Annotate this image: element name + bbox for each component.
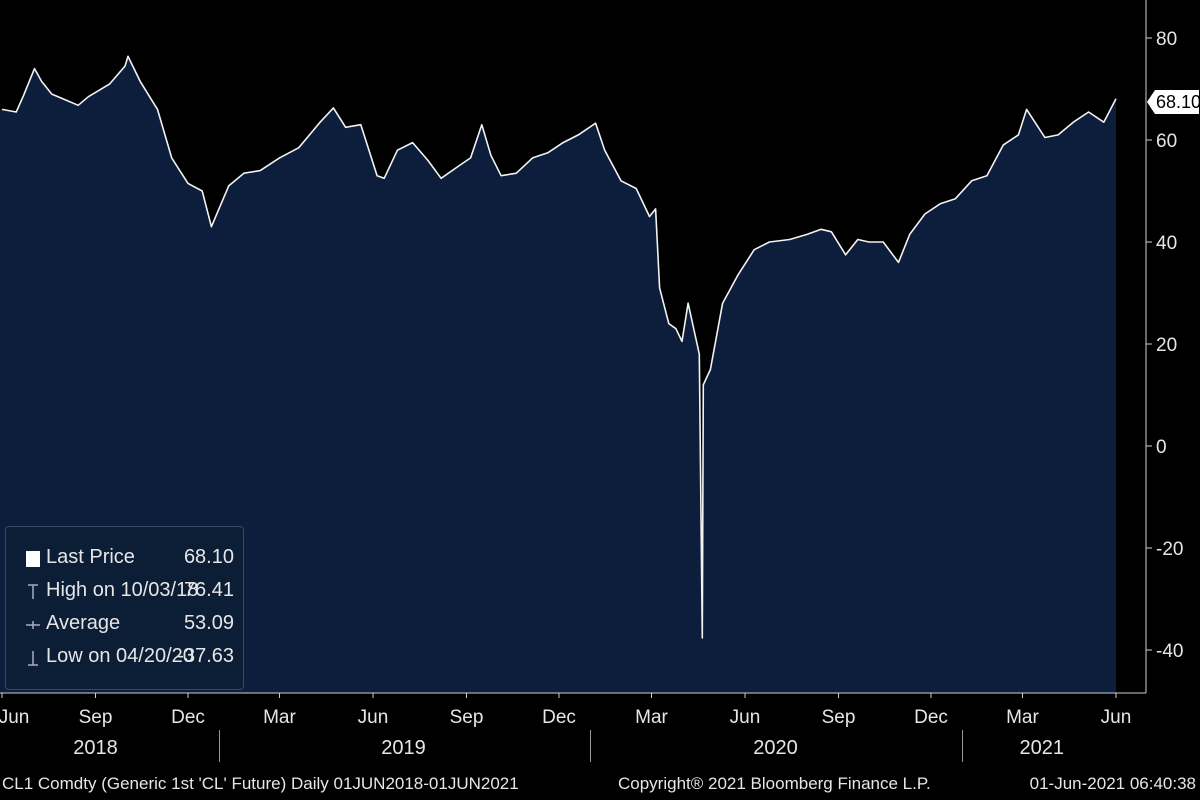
plot-area [0,55,1117,694]
legend-item-high: High on 10/03/18 76.41 [6,577,243,607]
average-marker-icon [26,616,40,632]
x-tick-label: Sep [79,707,113,728]
x-tick-label: Jun [0,707,29,728]
legend-item-low: Low on 04/20/20 -37.63 [6,643,243,673]
y-tick-label: 0 [1156,437,1167,458]
legend-value: 68.10 [183,546,234,568]
year-label: 2021 [1020,737,1065,759]
x-tick-label: Dec [542,707,576,728]
legend-item-average: Average 53.09 [6,610,243,640]
footer-timestamp: 01-Jun-2021 06:40:38 [1030,774,1196,793]
y-tick-label: 40 [1156,233,1177,254]
year-label: 2020 [753,737,798,759]
legend-marker-square-icon [26,550,40,567]
x-tick-label: Jun [358,707,389,728]
price-line [1,55,1117,639]
x-tick-label: Mar [263,707,296,728]
year-label: 2018 [73,737,118,759]
footer-copyright: Copyright® 2021 Bloomberg Finance L.P. [618,774,931,793]
y-tick-label: 60 [1156,131,1177,152]
footer-ticker: CL1 Comdty (Generic 1st 'CL' Future) Dai… [2,774,519,793]
legend-label: Low on 04/20/20 [46,645,194,667]
last-price-tag: 68.10 [1147,89,1200,115]
legend-label: High on 10/03/18 [46,579,199,601]
legend-label: Last Price [46,546,135,568]
y-axis: 80 60 40 20 0 -20 -40 [1145,0,1183,693]
x-tick-label: Dec [171,707,205,728]
y-tick-label: 20 [1156,335,1177,356]
x-axis: Jun Sep Dec Mar Jun Sep Dec Mar Jun Sep Dec Mar Jun 2… [0,692,1146,762]
legend-value: 76.41 [183,579,234,601]
legend-value: 53.09 [183,612,234,634]
high-marker-icon [26,583,40,599]
x-tick-label: Mar [1006,707,1039,728]
low-marker-icon [26,649,40,666]
legend-value: -37.63 [177,645,234,667]
x-tick-label: Mar [635,707,668,728]
x-tick-label: Sep [822,707,856,728]
y-tick-label: -20 [1156,539,1183,560]
legend-item-last-price: Last Price 68.10 [6,544,243,574]
last-price-tag-shape: 68.10 [1147,90,1200,114]
legend-label: Average [46,612,121,634]
chart-legend: Last Price 68.10 High on 10/03/18 76.41 … [5,526,244,690]
year-label: 2019 [381,737,426,759]
y-tick-label: 80 [1156,29,1177,50]
y-tick-label: -40 [1156,641,1183,662]
price-area-fill [0,56,1116,694]
x-tick-label: Dec [914,707,948,728]
x-tick-label: Jun [1101,707,1132,728]
last-price-tag-value: 68.10 [1156,92,1199,112]
x-tick-label: Sep [450,707,484,728]
x-tick-label: Jun [730,707,761,728]
